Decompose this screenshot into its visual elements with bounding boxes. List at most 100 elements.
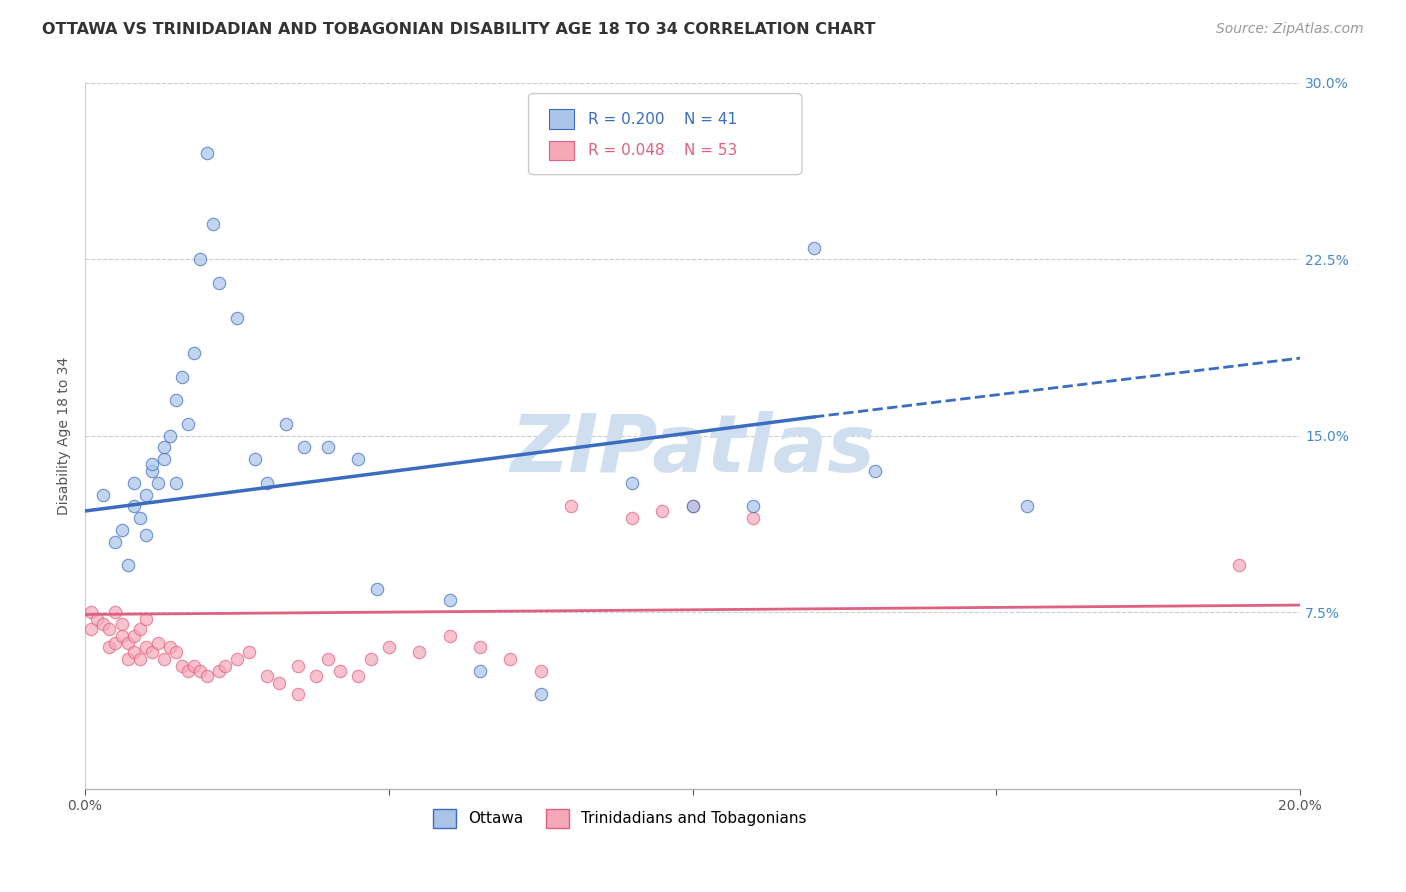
Point — [104, 605, 127, 619]
Point — [159, 428, 181, 442]
Point — [195, 668, 218, 682]
Point — [159, 640, 181, 655]
Point — [172, 659, 194, 673]
Point — [256, 668, 278, 682]
Point — [468, 664, 491, 678]
Point — [742, 500, 765, 514]
Point — [682, 500, 704, 514]
FancyBboxPatch shape — [529, 94, 801, 175]
Text: Source: ZipAtlas.com: Source: ZipAtlas.com — [1216, 22, 1364, 37]
Point — [141, 645, 163, 659]
Y-axis label: Disability Age 18 to 34: Disability Age 18 to 34 — [58, 357, 72, 515]
Point — [1015, 500, 1038, 514]
Point — [128, 652, 150, 666]
Point — [135, 487, 157, 501]
Text: R = 0.048    N = 53: R = 0.048 N = 53 — [588, 143, 737, 158]
Point — [110, 629, 132, 643]
Point — [256, 475, 278, 490]
Point — [316, 441, 339, 455]
Point — [141, 457, 163, 471]
Point — [122, 475, 145, 490]
Point — [122, 629, 145, 643]
Point — [201, 217, 224, 231]
Point — [91, 487, 114, 501]
Point — [366, 582, 388, 596]
Point — [742, 511, 765, 525]
Point — [269, 675, 291, 690]
Point — [165, 645, 187, 659]
Point — [620, 511, 643, 525]
Point — [468, 640, 491, 655]
Point — [153, 441, 176, 455]
Point — [620, 475, 643, 490]
Point — [141, 464, 163, 478]
Point — [530, 688, 553, 702]
Point — [172, 370, 194, 384]
Point — [177, 417, 200, 431]
Point — [347, 452, 370, 467]
Point — [274, 417, 297, 431]
Point — [292, 441, 315, 455]
Text: ZIPatlas: ZIPatlas — [510, 411, 875, 489]
Point — [316, 652, 339, 666]
Point — [214, 659, 236, 673]
Point — [439, 629, 461, 643]
Point — [122, 500, 145, 514]
Point — [287, 688, 309, 702]
Point — [146, 636, 169, 650]
Point — [135, 612, 157, 626]
Point — [803, 241, 825, 255]
Point — [117, 652, 139, 666]
Point — [110, 616, 132, 631]
Point — [153, 452, 176, 467]
Point — [110, 523, 132, 537]
Point — [117, 636, 139, 650]
Point — [183, 346, 205, 360]
Point — [243, 452, 266, 467]
Point — [104, 534, 127, 549]
Point — [80, 605, 103, 619]
Point — [165, 475, 187, 490]
Point — [80, 622, 103, 636]
Legend: Ottawa, Trinidadians and Tobagonians: Ottawa, Trinidadians and Tobagonians — [426, 803, 813, 834]
Point — [165, 393, 187, 408]
Point — [1227, 558, 1250, 573]
Point — [499, 652, 522, 666]
FancyBboxPatch shape — [550, 110, 574, 129]
Point — [128, 622, 150, 636]
Point — [208, 664, 231, 678]
Point — [226, 652, 249, 666]
Point — [329, 664, 352, 678]
Point — [135, 640, 157, 655]
Point — [347, 668, 370, 682]
Point — [226, 311, 249, 326]
Point — [190, 664, 212, 678]
Point — [177, 664, 200, 678]
Point — [530, 664, 553, 678]
Point — [682, 500, 704, 514]
Point — [104, 636, 127, 650]
Point — [360, 652, 382, 666]
Text: R = 0.200    N = 41: R = 0.200 N = 41 — [588, 112, 737, 127]
Point — [238, 645, 260, 659]
Point — [135, 527, 157, 541]
Point — [863, 464, 886, 478]
Point — [190, 252, 212, 267]
Point — [146, 475, 169, 490]
Point — [439, 593, 461, 607]
Point — [305, 668, 328, 682]
Point — [122, 645, 145, 659]
Point — [195, 146, 218, 161]
Point — [408, 645, 430, 659]
Point — [378, 640, 401, 655]
Point — [128, 511, 150, 525]
Point — [153, 652, 176, 666]
Point — [86, 612, 108, 626]
Point — [98, 640, 121, 655]
Point — [651, 504, 673, 518]
Point — [91, 616, 114, 631]
Point — [287, 659, 309, 673]
Point — [208, 276, 231, 290]
Point — [98, 622, 121, 636]
Text: OTTAWA VS TRINIDADIAN AND TOBAGONIAN DISABILITY AGE 18 TO 34 CORRELATION CHART: OTTAWA VS TRINIDADIAN AND TOBAGONIAN DIS… — [42, 22, 876, 37]
